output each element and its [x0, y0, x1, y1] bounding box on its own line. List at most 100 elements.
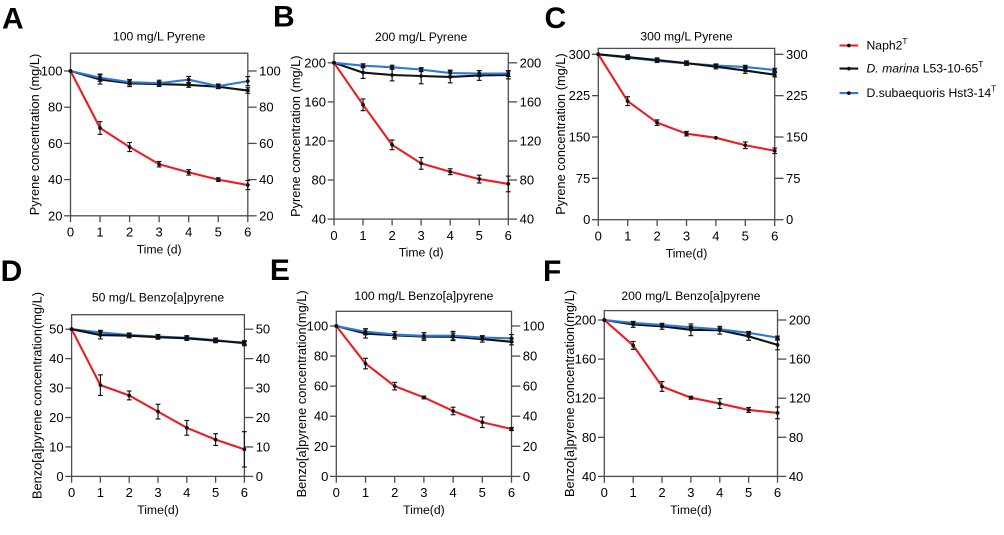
svg-text:6: 6	[774, 485, 781, 500]
svg-text:40: 40	[312, 212, 326, 227]
svg-text:150: 150	[786, 130, 808, 145]
svg-text:0: 0	[333, 485, 340, 500]
svg-text:0: 0	[330, 228, 337, 243]
svg-text:2: 2	[653, 228, 660, 243]
svg-text:D. marina L53-10-65T: D. marina L53-10-65T	[867, 59, 984, 76]
svg-text:D.subaequoris Hst3-14T: D.subaequoris Hst3-14T	[867, 84, 997, 101]
svg-text:300 mg/L Pyrene: 300 mg/L Pyrene	[640, 30, 733, 44]
svg-text:60: 60	[259, 136, 273, 151]
svg-text:6: 6	[505, 228, 512, 243]
svg-text:40: 40	[523, 409, 537, 424]
svg-text:300: 300	[786, 47, 808, 62]
svg-text:225: 225	[786, 88, 808, 103]
svg-text:150: 150	[569, 130, 591, 145]
svg-text:2: 2	[126, 225, 133, 240]
svg-text:D: D	[1, 255, 23, 288]
svg-text:200: 200	[520, 55, 542, 70]
svg-text:5: 5	[215, 225, 222, 240]
svg-text:40: 40	[789, 469, 803, 484]
svg-text:40: 40	[314, 409, 328, 424]
svg-text:Time (d): Time (d)	[137, 242, 182, 256]
svg-text:40: 40	[49, 351, 63, 366]
svg-text:60: 60	[48, 136, 62, 151]
svg-text:80: 80	[520, 173, 534, 188]
svg-text:50 mg/L Benzo[a]pyrene: 50 mg/L Benzo[a]pyrene	[92, 291, 225, 305]
svg-text:100: 100	[41, 64, 63, 79]
svg-text:1: 1	[624, 228, 631, 243]
svg-text:160: 160	[520, 94, 542, 109]
svg-text:C: C	[545, 2, 567, 35]
svg-text:20: 20	[523, 439, 537, 454]
svg-text:1: 1	[97, 485, 104, 500]
svg-text:0: 0	[523, 469, 530, 484]
svg-text:160: 160	[304, 94, 326, 109]
svg-text:Time (d): Time (d)	[399, 246, 444, 260]
svg-text:3: 3	[418, 228, 425, 243]
svg-text:40: 40	[520, 212, 534, 227]
svg-text:75: 75	[786, 171, 800, 186]
svg-text:50: 50	[256, 322, 270, 337]
svg-text:160: 160	[575, 352, 597, 367]
svg-text:100 mg/L Benzo[a]pyrene: 100 mg/L Benzo[a]pyrene	[354, 289, 493, 303]
svg-text:Benzo[a]pyrene concentration(m: Benzo[a]pyrene concentration(mg/L)	[562, 290, 577, 497]
svg-text:Benzo[a]pyrene concentration(m: Benzo[a]pyrene concentration(mg/L)	[30, 292, 45, 499]
svg-text:0: 0	[321, 469, 328, 484]
svg-text:120: 120	[575, 391, 597, 406]
svg-text:100: 100	[259, 64, 281, 79]
svg-text:B: B	[273, 0, 295, 33]
svg-text:5: 5	[479, 485, 486, 500]
svg-text:60: 60	[314, 379, 328, 394]
svg-text:40: 40	[259, 172, 273, 187]
svg-text:5: 5	[476, 228, 483, 243]
svg-text:20: 20	[49, 410, 63, 425]
svg-text:0: 0	[595, 228, 602, 243]
svg-text:10: 10	[256, 439, 270, 454]
svg-text:4: 4	[449, 485, 456, 500]
svg-text:100: 100	[523, 319, 545, 334]
svg-text:Pyrene concentration (mg/L): Pyrene concentration (mg/L)	[288, 55, 303, 216]
svg-text:A: A	[2, 2, 24, 35]
svg-text:2: 2	[126, 485, 133, 500]
svg-text:40: 40	[582, 469, 596, 484]
svg-text:3: 3	[683, 228, 690, 243]
svg-text:Time(d): Time(d)	[137, 503, 179, 517]
svg-text:200 mg/L Pyrene: 200 mg/L Pyrene	[375, 30, 468, 44]
svg-text:2: 2	[388, 228, 395, 243]
svg-text:60: 60	[523, 379, 537, 394]
svg-text:0: 0	[56, 469, 63, 484]
svg-text:100: 100	[307, 319, 329, 334]
svg-text:Pyrene concentration (mg/L): Pyrene concentration (mg/L)	[553, 53, 568, 214]
svg-text:2: 2	[391, 485, 398, 500]
svg-text:80: 80	[789, 430, 803, 445]
svg-text:Time(d): Time(d)	[666, 246, 708, 260]
svg-text:1: 1	[362, 485, 369, 500]
svg-text:0: 0	[786, 212, 793, 227]
svg-text:30: 30	[256, 381, 270, 396]
svg-text:200: 200	[789, 313, 811, 328]
svg-text:6: 6	[241, 485, 248, 500]
svg-text:6: 6	[508, 485, 515, 500]
svg-text:20: 20	[256, 410, 270, 425]
svg-text:1: 1	[96, 225, 103, 240]
svg-text:4: 4	[712, 228, 719, 243]
svg-text:80: 80	[259, 100, 273, 115]
svg-text:75: 75	[576, 171, 590, 186]
svg-text:120: 120	[520, 133, 542, 148]
svg-text:225: 225	[569, 88, 591, 103]
svg-text:80: 80	[312, 173, 326, 188]
svg-text:3: 3	[154, 485, 161, 500]
svg-text:100 mg/L Pyrene: 100 mg/L Pyrene	[113, 30, 206, 44]
svg-text:2: 2	[658, 485, 665, 500]
svg-text:3: 3	[687, 485, 694, 500]
svg-text:80: 80	[48, 100, 62, 115]
svg-text:300: 300	[569, 47, 591, 62]
svg-text:120: 120	[789, 391, 811, 406]
svg-text:20: 20	[259, 208, 273, 223]
svg-text:0: 0	[601, 485, 608, 500]
svg-text:160: 160	[789, 352, 811, 367]
svg-text:1: 1	[359, 228, 366, 243]
svg-text:200: 200	[304, 55, 326, 70]
svg-text:0: 0	[68, 485, 75, 500]
svg-text:4: 4	[183, 485, 190, 500]
svg-text:30: 30	[49, 381, 63, 396]
